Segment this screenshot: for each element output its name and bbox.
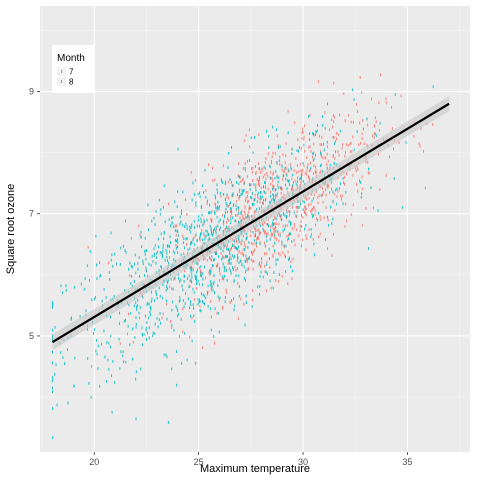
x-tick-label: 25 [194,457,204,467]
y-axis-ticks: 5 7 9 [29,87,40,341]
legend-entries: 78 [57,67,74,87]
legend: Month 78 [52,45,94,93]
x-axis-title: Maximum temperature [200,463,310,475]
legend-label-8: 8 [69,78,74,87]
major-gridlines [40,6,470,452]
x-axis-ticks: 20 25 30 35 [89,452,412,467]
y-tick-label: 7 [29,209,34,219]
series-7-points [87,73,434,368]
legend-title: Month [57,53,85,64]
y-tick-label: 5 [29,331,34,341]
y-axis-title: Square root ozone [5,184,17,275]
y-tick-label: 9 [29,87,34,97]
x-tick-label: 20 [89,457,99,467]
x-tick-label: 30 [298,457,308,467]
fit-line [51,102,450,343]
legend-label-7: 7 [69,68,74,77]
x-tick-label: 35 [402,457,412,467]
